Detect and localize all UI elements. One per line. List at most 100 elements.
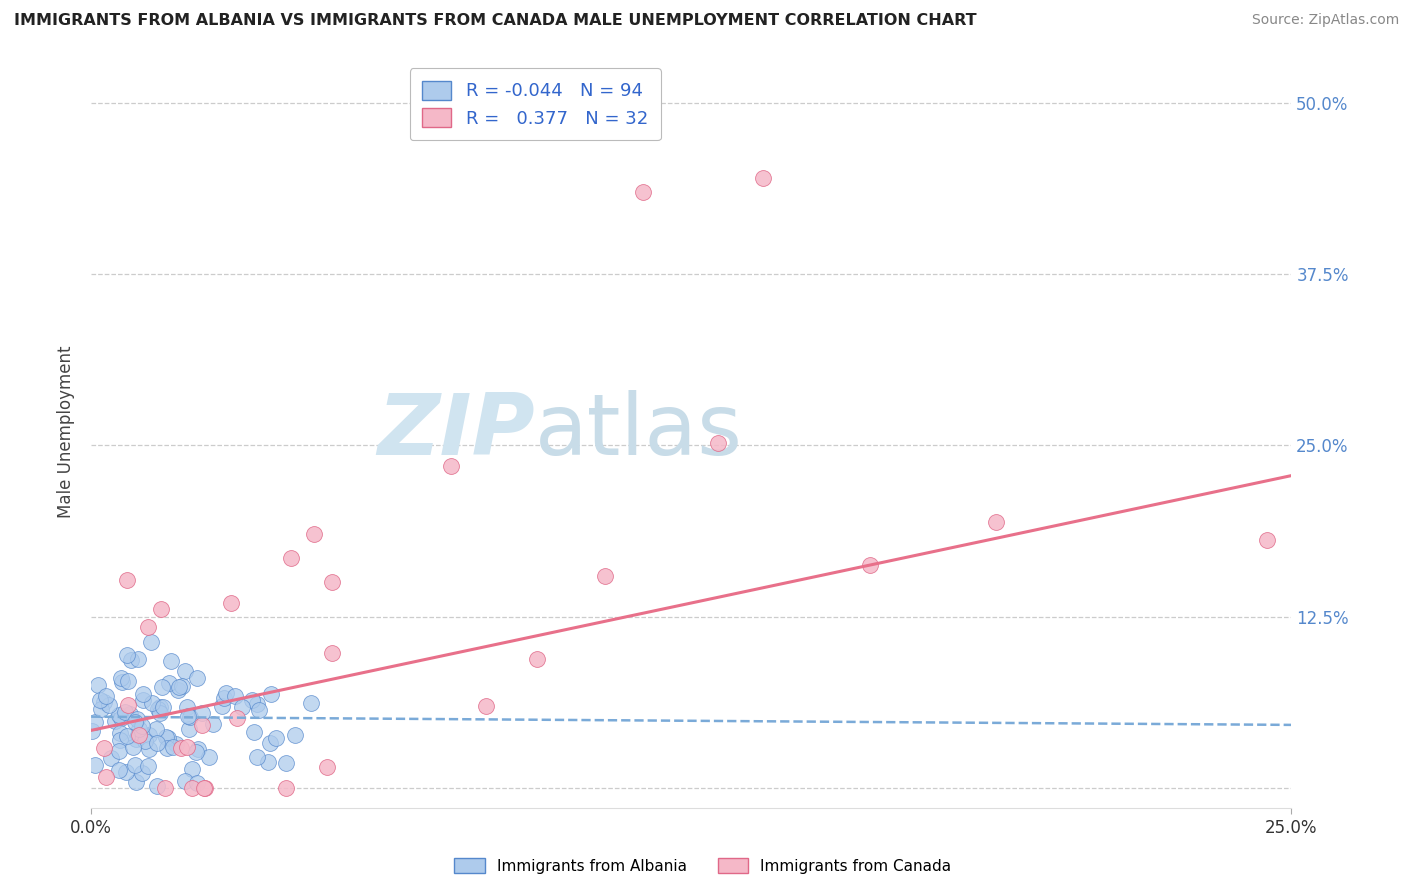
Point bbox=[115, 764, 138, 779]
Point bbox=[247, 703, 270, 717]
Point bbox=[108, 744, 131, 758]
Point bbox=[110, 733, 132, 747]
Point bbox=[159, 654, 181, 668]
Point bbox=[131, 765, 153, 780]
Point bbox=[90, 702, 112, 716]
Point bbox=[146, 702, 169, 716]
Point bbox=[145, 779, 167, 793]
Point bbox=[986, 515, 1008, 529]
Point bbox=[186, 671, 208, 685]
Point bbox=[93, 695, 115, 709]
Point bbox=[859, 558, 882, 572]
Point bbox=[202, 717, 225, 731]
Point bbox=[165, 737, 187, 751]
Legend: Immigrants from Albania, Immigrants from Canada: Immigrants from Albania, Immigrants from… bbox=[449, 852, 957, 880]
Point bbox=[115, 648, 138, 663]
Point bbox=[89, 693, 111, 707]
Legend: R = -0.044   N = 94, R =   0.377   N = 32: R = -0.044 N = 94, R = 0.377 N = 32 bbox=[409, 68, 661, 140]
Point bbox=[128, 722, 150, 736]
Point bbox=[152, 699, 174, 714]
Point bbox=[198, 749, 221, 764]
Point bbox=[176, 739, 198, 754]
Text: Source: ZipAtlas.com: Source: ZipAtlas.com bbox=[1251, 13, 1399, 28]
Point bbox=[84, 714, 107, 729]
Point bbox=[107, 707, 129, 722]
Point bbox=[219, 597, 242, 611]
Point bbox=[231, 699, 253, 714]
Point bbox=[706, 436, 728, 450]
Point bbox=[440, 458, 463, 473]
Point bbox=[136, 620, 159, 634]
Point bbox=[179, 709, 201, 723]
Point bbox=[191, 718, 214, 732]
Point bbox=[162, 740, 184, 755]
Point bbox=[122, 739, 145, 754]
Point bbox=[145, 722, 167, 736]
Point bbox=[315, 760, 337, 774]
Point bbox=[180, 780, 202, 795]
Point bbox=[149, 706, 172, 720]
Point bbox=[150, 680, 173, 694]
Point bbox=[214, 690, 236, 705]
Point bbox=[246, 697, 269, 711]
Point bbox=[475, 699, 498, 714]
Point bbox=[177, 708, 200, 723]
Point bbox=[100, 750, 122, 764]
Point bbox=[145, 736, 167, 750]
Point bbox=[260, 687, 283, 701]
Point bbox=[110, 671, 132, 685]
Point bbox=[155, 730, 177, 744]
Point bbox=[224, 689, 246, 703]
Point bbox=[127, 652, 149, 666]
Point bbox=[128, 728, 150, 742]
Text: ZIP: ZIP bbox=[378, 391, 536, 474]
Point bbox=[172, 680, 194, 694]
Point bbox=[276, 756, 298, 770]
Point bbox=[167, 682, 190, 697]
Point bbox=[752, 171, 775, 186]
Point bbox=[124, 757, 146, 772]
Point bbox=[264, 731, 287, 745]
Point bbox=[117, 573, 139, 587]
Point bbox=[136, 759, 159, 773]
Point bbox=[156, 740, 179, 755]
Y-axis label: Male Unemployment: Male Unemployment bbox=[58, 345, 75, 518]
Point bbox=[193, 780, 215, 795]
Point bbox=[127, 728, 149, 742]
Point bbox=[115, 729, 138, 743]
Point bbox=[114, 705, 136, 719]
Text: IMMIGRANTS FROM ALBANIA VS IMMIGRANTS FROM CANADA MALE UNEMPLOYMENT CORRELATION : IMMIGRANTS FROM ALBANIA VS IMMIGRANTS FR… bbox=[14, 13, 977, 29]
Point bbox=[526, 652, 548, 666]
Point bbox=[280, 550, 302, 565]
Point bbox=[107, 764, 129, 778]
Point bbox=[276, 780, 298, 795]
Point bbox=[631, 185, 654, 199]
Point bbox=[190, 706, 212, 720]
Point bbox=[170, 741, 193, 756]
Point bbox=[86, 678, 108, 692]
Point bbox=[302, 527, 325, 541]
Point bbox=[321, 575, 343, 590]
Point bbox=[83, 757, 105, 772]
Point bbox=[104, 714, 127, 728]
Point bbox=[132, 687, 155, 701]
Point bbox=[93, 741, 115, 756]
Point bbox=[321, 647, 343, 661]
Point bbox=[138, 729, 160, 743]
Point bbox=[174, 664, 197, 678]
Point bbox=[117, 674, 139, 689]
Point bbox=[157, 731, 180, 745]
Point bbox=[125, 775, 148, 789]
Point bbox=[1256, 533, 1278, 547]
Point bbox=[96, 690, 118, 704]
Point bbox=[125, 712, 148, 726]
Point bbox=[134, 734, 156, 748]
Point bbox=[593, 569, 616, 583]
Point bbox=[184, 745, 207, 759]
Point bbox=[176, 700, 198, 714]
Point bbox=[120, 653, 142, 667]
Text: atlas: atlas bbox=[536, 391, 744, 474]
Point bbox=[118, 706, 141, 721]
Point bbox=[153, 780, 176, 795]
Point bbox=[98, 698, 121, 712]
